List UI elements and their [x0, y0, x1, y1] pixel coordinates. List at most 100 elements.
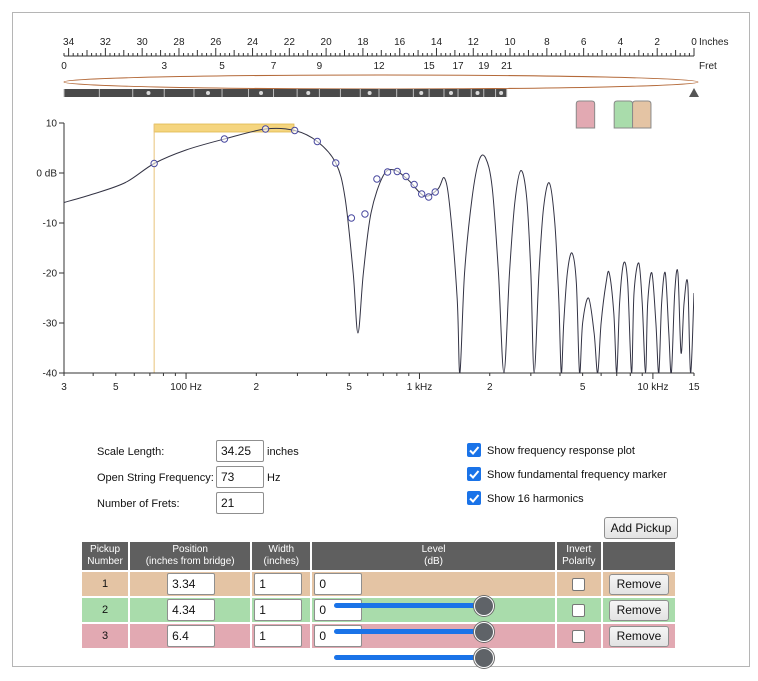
slider-thumb[interactable]: [474, 648, 494, 668]
pickup-row-1: 1 Remove: [82, 572, 675, 596]
checkmark-icon: [469, 494, 480, 503]
fret-inlay-dot: [206, 91, 211, 95]
remove-cell: Remove: [602, 572, 675, 596]
open-string-frequency-unit: Hz: [267, 472, 281, 484]
header-line: Pickup: [90, 544, 121, 555]
show-harmonics-checkbox[interactable]: [467, 491, 481, 505]
level-input[interactable]: [314, 573, 363, 595]
open-string-frequency-label: Open String Frequency:: [97, 472, 214, 484]
pickup-marker-icon[interactable]: [632, 100, 652, 129]
frequency-response-plot: 10 0 dB -10 -20 -30 -403 5 100 Hz 2 5 1 kHz 2 5 10 kH…: [36, 119, 700, 394]
position-cell: [130, 598, 251, 622]
pickup-marker-icon[interactable]: [575, 100, 596, 129]
level-cell: [312, 572, 555, 596]
y-tick-label: -10: [43, 219, 58, 230]
pickup-markers[interactable]: [575, 100, 652, 129]
harmonic-marker: [373, 175, 381, 183]
invert-polarity-checkbox[interactable]: [572, 629, 586, 643]
width-input[interactable]: [254, 599, 303, 621]
slider-thumb[interactable]: [474, 622, 494, 642]
ruler-inch-label: 32: [100, 37, 112, 48]
string-outline: [63, 74, 699, 90]
header-line: (dB): [424, 556, 444, 567]
width-cell: [252, 598, 311, 622]
pickup-table: Pickup Number Position (inches from bridge…: [80, 540, 677, 650]
ruler-fret-label: 3: [161, 61, 167, 72]
pickup-marker-icon[interactable]: [613, 100, 634, 129]
ruler-fret-label: 5: [219, 61, 225, 72]
fret-inlay-dot: [367, 91, 372, 95]
ruler-inch-label: 20: [321, 37, 333, 48]
fret-inlay-dot: [449, 91, 454, 95]
header-invert-polarity: Invert Polarity: [556, 542, 601, 570]
show-frequency-plot-label: Show frequency response plot: [487, 445, 635, 457]
position-input[interactable]: [167, 625, 216, 647]
fretboard[interactable]: [63, 74, 699, 97]
ruler-inch-label: 12: [468, 37, 480, 48]
invert-cell: [556, 572, 601, 596]
invert-cell: [556, 624, 601, 648]
header-pickup-number: Pickup Number: [82, 542, 129, 570]
pickup-number: 2: [82, 598, 129, 622]
harmonic-marker: [431, 188, 439, 196]
number-of-frets-input[interactable]: [216, 492, 264, 514]
fret-inlay-dot: [475, 91, 480, 95]
slider-thumb[interactable]: [474, 596, 494, 616]
x-tick-label: 2: [487, 382, 493, 393]
remove-cell: Remove: [602, 624, 675, 648]
ruler-fret-label: 9: [317, 61, 323, 72]
header-actions: [602, 542, 675, 570]
level-slider[interactable]: [334, 648, 494, 668]
position-input[interactable]: [167, 573, 216, 595]
show-fundamental-marker-label: Show fundamental frequency marker: [487, 469, 667, 481]
remove-pickup-button[interactable]: Remove: [608, 599, 669, 621]
slider-track: [334, 655, 484, 660]
invert-polarity-checkbox[interactable]: [572, 603, 586, 617]
add-pickup-button[interactable]: Add Pickup: [604, 517, 678, 539]
x-tick-label: 10 kHz: [637, 382, 668, 393]
header-line: Invert: [566, 544, 592, 555]
ruler-inch-label: 18: [357, 37, 369, 48]
header-position: Position (inches from bridge): [130, 542, 251, 570]
remove-pickup-button[interactable]: Remove: [608, 625, 669, 647]
show-fundamental-marker-checkbox[interactable]: [467, 467, 481, 481]
harmonic-marker: [332, 159, 340, 167]
level-slider[interactable]: [334, 622, 494, 642]
ruler-inch-label: 28: [173, 37, 185, 48]
position-input[interactable]: [167, 599, 216, 621]
ruler-inch-label: 14: [431, 37, 443, 48]
remove-pickup-button[interactable]: Remove: [608, 573, 669, 595]
harmonic-marker: [347, 214, 356, 222]
header-line: (inches from bridge): [145, 556, 235, 567]
x-tick-label: 1 kHz: [407, 382, 433, 393]
x-tick-label: 2: [254, 382, 260, 393]
ruler-fret-label: 21: [501, 61, 513, 72]
show-frequency-plot-checkbox[interactable]: [467, 443, 481, 457]
width-cell: [252, 572, 311, 596]
ruler-fret-label: 0: [61, 61, 67, 72]
header-width: Width (inches): [252, 542, 311, 570]
position-cell: [130, 624, 251, 648]
level-cell: [312, 598, 555, 622]
app-frame: [12, 12, 750, 667]
width-input[interactable]: [254, 625, 303, 647]
harmonic-marker: [313, 137, 322, 146]
y-tick-label: -40: [43, 369, 58, 380]
open-string-frequency-input[interactable]: [216, 466, 264, 488]
y-tick-label: 10: [46, 119, 58, 130]
width-input[interactable]: [254, 573, 303, 595]
ruler-inch-label: 6: [581, 37, 587, 48]
invert-polarity-checkbox[interactable]: [572, 577, 586, 591]
harmonic-marker: [290, 126, 299, 135]
harmonic-marker: [410, 180, 418, 189]
header-level: Level (dB): [312, 542, 555, 570]
ruler-inch-label: 34: [63, 37, 75, 48]
harmonic-marker: [402, 172, 410, 181]
level-slider[interactable]: [334, 596, 494, 616]
pickup-row-3: 3 Remove: [82, 624, 675, 648]
pickup-number: 1: [82, 572, 129, 596]
ruler-inch-label: 10: [504, 37, 516, 48]
scale-length-input[interactable]: [216, 440, 264, 462]
